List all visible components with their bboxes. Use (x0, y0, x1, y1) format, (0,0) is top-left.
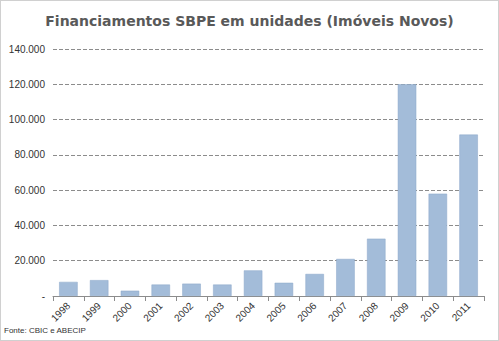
svg-text:2005: 2005 (264, 300, 288, 324)
svg-text:2004: 2004 (234, 300, 258, 324)
svg-text:140.000: 140.000 (9, 44, 46, 55)
svg-text:80.000: 80.000 (14, 149, 45, 160)
svg-text:2003: 2003 (203, 300, 227, 324)
svg-text:2008: 2008 (357, 300, 381, 324)
svg-text:100.000: 100.000 (9, 114, 46, 125)
svg-text:2010: 2010 (418, 300, 442, 324)
svg-text:2009: 2009 (387, 300, 411, 324)
svg-text:2006: 2006 (295, 300, 319, 324)
svg-text:120.000: 120.000 (9, 79, 46, 90)
svg-text:Fonte: CBIC e ABECIP: Fonte: CBIC e ABECIP (4, 326, 86, 335)
svg-text:-: - (42, 291, 45, 302)
svg-text:1999: 1999 (80, 300, 104, 324)
svg-text:40.000: 40.000 (14, 220, 45, 231)
svg-text:2002: 2002 (172, 300, 196, 324)
svg-text:60.000: 60.000 (14, 185, 45, 196)
svg-text:2007: 2007 (326, 300, 350, 324)
svg-text:1998: 1998 (49, 300, 73, 324)
svg-text:20.000: 20.000 (14, 255, 45, 266)
svg-text:2011: 2011 (450, 300, 473, 323)
svg-text:Financiamentos SBPE em unidade: Financiamentos SBPE em unidades (Imóveis… (45, 13, 453, 29)
svg-text:2000: 2000 (110, 300, 134, 324)
svg-text:2001: 2001 (141, 300, 165, 324)
